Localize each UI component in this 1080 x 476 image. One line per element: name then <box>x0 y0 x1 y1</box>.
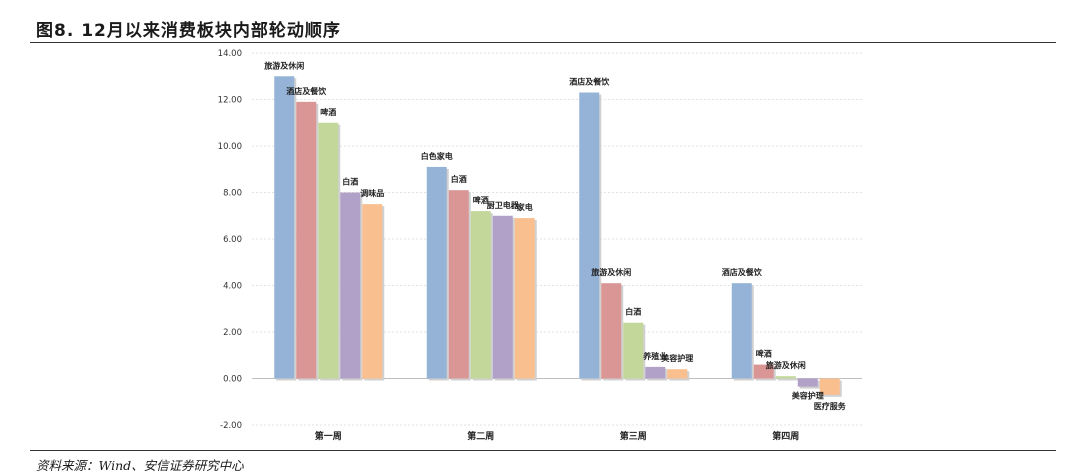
bar <box>448 190 469 379</box>
data-label: 白色家电 <box>421 151 453 161</box>
bar <box>362 204 383 379</box>
data-label: 白酒 <box>625 307 641 317</box>
bar <box>470 211 491 379</box>
bar-shadow <box>777 378 798 381</box>
bar-layer <box>274 76 842 397</box>
bottom-rule <box>30 450 1056 451</box>
bar <box>797 378 818 387</box>
data-label: 啤酒 <box>320 107 336 117</box>
bar <box>601 283 622 379</box>
bar <box>645 366 666 379</box>
data-label: 酒店及餐饮 <box>286 86 327 96</box>
data-label: 美容护理 <box>661 353 693 363</box>
bar-chart: -2.00 0.00 2.00 4.00 6.00 8.00 10.00 12.00 14.00… <box>218 49 862 442</box>
y-tick-label: 0.00 <box>223 375 242 385</box>
data-label: 旅游及休闲 <box>766 360 806 370</box>
y-tick-label: 14.00 <box>218 49 242 59</box>
data-label: 旅游及休闲 <box>264 60 304 70</box>
y-tick-label: 2.00 <box>223 328 242 338</box>
y-tick-label: 6.00 <box>223 235 242 245</box>
bar <box>426 166 447 379</box>
bar <box>340 192 361 379</box>
top-rule <box>30 42 1056 43</box>
data-label: 白酒 <box>451 174 467 184</box>
source-note: 资料来源：Wind、安信证券研究中心 <box>36 458 244 473</box>
label-layer: 旅游及休闲酒店及餐饮啤酒白酒调味品第一周白色家电白酒啤酒厨卫电器家电第二周酒店及… <box>264 60 846 442</box>
bar <box>274 76 295 379</box>
bar <box>579 92 600 379</box>
data-label: 酒店及餐饮 <box>722 267 763 277</box>
x-tick-label: 第一周 <box>315 430 342 442</box>
bar <box>492 215 513 379</box>
x-tick-label: 第二周 <box>467 430 494 442</box>
data-label: 啤酒 <box>473 195 489 205</box>
bar <box>296 101 317 379</box>
data-label: 美容护理 <box>792 391 824 401</box>
bar <box>623 322 644 379</box>
data-label: 养殖业 <box>642 351 667 361</box>
bar <box>514 218 535 379</box>
data-label: 旅游及休闲 <box>591 267 631 277</box>
data-label: 白酒 <box>342 177 358 187</box>
bar <box>667 369 688 379</box>
bar <box>819 378 840 395</box>
data-label: 家电 <box>517 202 533 212</box>
y-tick-label: 4.00 <box>223 282 242 292</box>
x-tick-label: 第四周 <box>772 430 799 442</box>
data-label: 医疗服务 <box>814 401 847 411</box>
figure-title: 图8. 12月以来消费板块内部轮动顺序 <box>36 21 341 41</box>
y-tick-label: 12.00 <box>218 96 242 106</box>
y-tick-label: 10.00 <box>218 142 242 152</box>
bar <box>775 376 796 379</box>
data-label: 调味品 <box>360 188 384 198</box>
data-label: 啤酒 <box>756 349 772 359</box>
x-tick-label: 第三周 <box>620 430 647 442</box>
bar <box>318 122 339 379</box>
data-label: 厨卫电器 <box>487 200 520 210</box>
bar <box>731 283 752 379</box>
data-label: 酒店及餐饮 <box>569 77 610 87</box>
y-tick-label: 8.00 <box>223 189 242 199</box>
y-tick-label: -2.00 <box>220 421 242 431</box>
bar <box>753 364 774 379</box>
